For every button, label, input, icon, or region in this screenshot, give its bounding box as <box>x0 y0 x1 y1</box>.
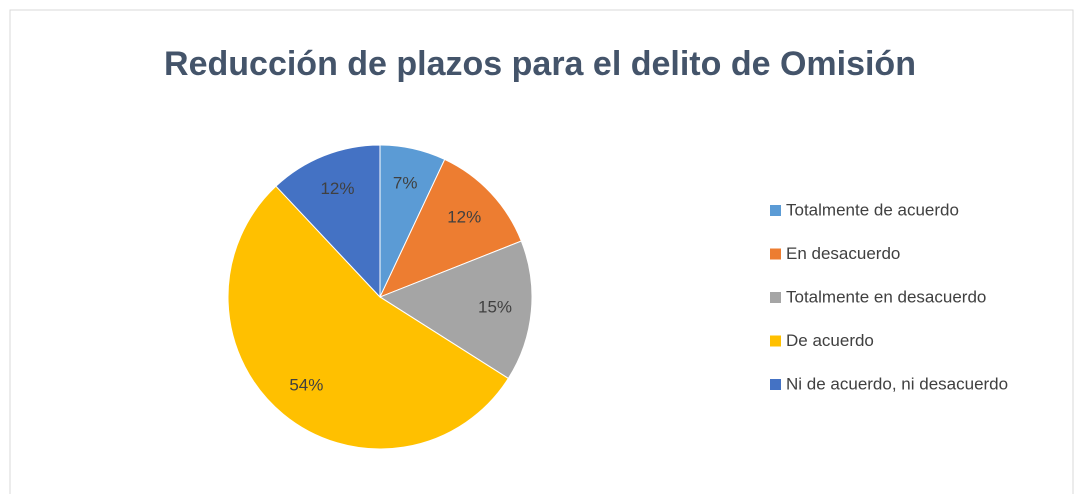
legend-swatch <box>770 335 781 347</box>
pie-slice <box>275 144 381 299</box>
legend-label: Totalmente en desacuerdo <box>786 287 986 306</box>
legend-label: De acuerdo <box>786 331 874 350</box>
chart-frame <box>9 9 1074 499</box>
pie-slice <box>378 240 533 380</box>
pie-slice <box>379 158 522 298</box>
legend-label: Totalmente de acuerdo <box>786 200 959 219</box>
data-label: 12% <box>320 179 354 198</box>
legend-swatch <box>770 248 781 260</box>
legend-label: En desacuerdo <box>786 244 900 263</box>
data-label: 12% <box>447 207 481 226</box>
legend-swatch <box>770 292 781 303</box>
legend-swatch <box>770 205 781 216</box>
chart-title: Reducción de plazos para el delito de Om… <box>164 45 916 83</box>
legend-label: Ni de acuerdo, ni desacuerdo <box>786 374 1008 393</box>
pie-slice <box>227 185 510 450</box>
legend-swatch <box>770 379 781 390</box>
data-label: 54% <box>289 375 323 394</box>
data-label: 15% <box>478 297 512 316</box>
data-label: 7% <box>393 174 418 193</box>
